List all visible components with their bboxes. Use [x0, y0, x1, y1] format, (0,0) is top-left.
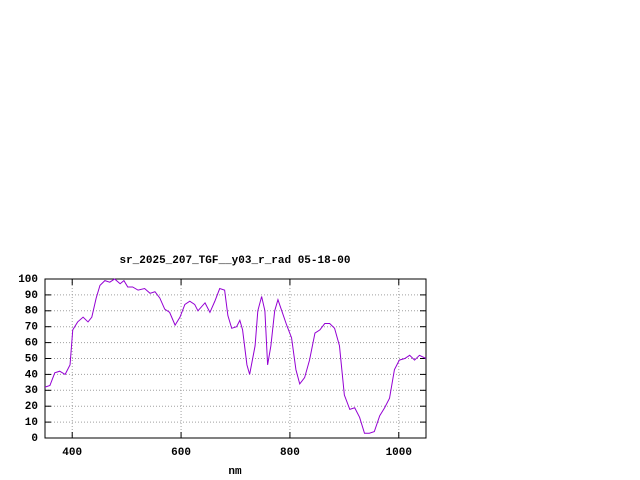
- y-tick-label: 0: [31, 433, 38, 445]
- y-tick-label: 90: [25, 290, 38, 302]
- x-tick-label: 600: [171, 447, 191, 459]
- y-tick-label: 60: [25, 338, 38, 350]
- x-tick-label: 400: [62, 447, 82, 459]
- x-axis-label: nm: [228, 466, 242, 478]
- x-tick-label: 800: [280, 447, 300, 459]
- y-tick-label: 20: [25, 401, 38, 413]
- data-line: [44, 278, 427, 434]
- y-tick-label: 30: [25, 385, 38, 397]
- chart-title: sr_2025_207_TGF__y03_r_rad 05-18-00: [119, 255, 350, 267]
- y-tick-label: 50: [25, 353, 38, 365]
- y-tick-label: 70: [25, 322, 38, 334]
- x-tick-label: 1000: [386, 447, 412, 459]
- y-tick-label: 80: [25, 306, 38, 318]
- y-tick-label: 40: [25, 369, 38, 381]
- y-tick-label: 10: [25, 417, 38, 429]
- y-tick-label: 100: [18, 274, 38, 286]
